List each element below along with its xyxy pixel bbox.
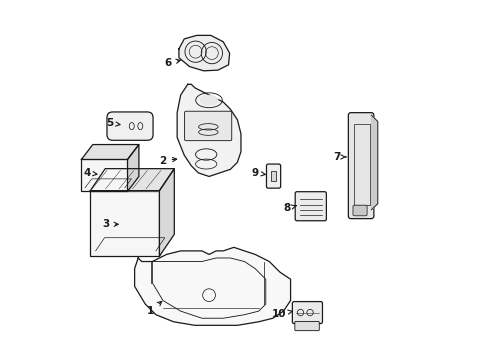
Bar: [270, 171, 276, 181]
Polygon shape: [81, 145, 139, 159]
Text: 8: 8: [283, 203, 296, 213]
Polygon shape: [90, 168, 174, 191]
Text: 7: 7: [332, 152, 345, 162]
Polygon shape: [127, 145, 139, 192]
FancyBboxPatch shape: [292, 302, 322, 324]
FancyBboxPatch shape: [294, 321, 319, 330]
FancyBboxPatch shape: [352, 205, 366, 216]
FancyBboxPatch shape: [107, 112, 153, 140]
Polygon shape: [134, 247, 290, 325]
FancyBboxPatch shape: [266, 164, 280, 188]
Text: 9: 9: [251, 168, 264, 178]
Text: 6: 6: [164, 58, 180, 68]
Text: 5: 5: [106, 118, 120, 128]
Bar: [90, 191, 159, 256]
Polygon shape: [370, 115, 377, 210]
Polygon shape: [159, 168, 174, 256]
Text: 10: 10: [271, 309, 292, 319]
FancyBboxPatch shape: [295, 192, 325, 221]
Bar: [81, 159, 127, 192]
Text: 1: 1: [147, 301, 162, 316]
FancyBboxPatch shape: [184, 111, 231, 141]
FancyBboxPatch shape: [347, 113, 373, 219]
Ellipse shape: [200, 95, 218, 105]
Polygon shape: [177, 84, 241, 176]
Polygon shape: [179, 35, 229, 71]
Text: 3: 3: [102, 219, 118, 229]
Text: 4: 4: [83, 168, 97, 178]
Text: 2: 2: [159, 156, 176, 166]
